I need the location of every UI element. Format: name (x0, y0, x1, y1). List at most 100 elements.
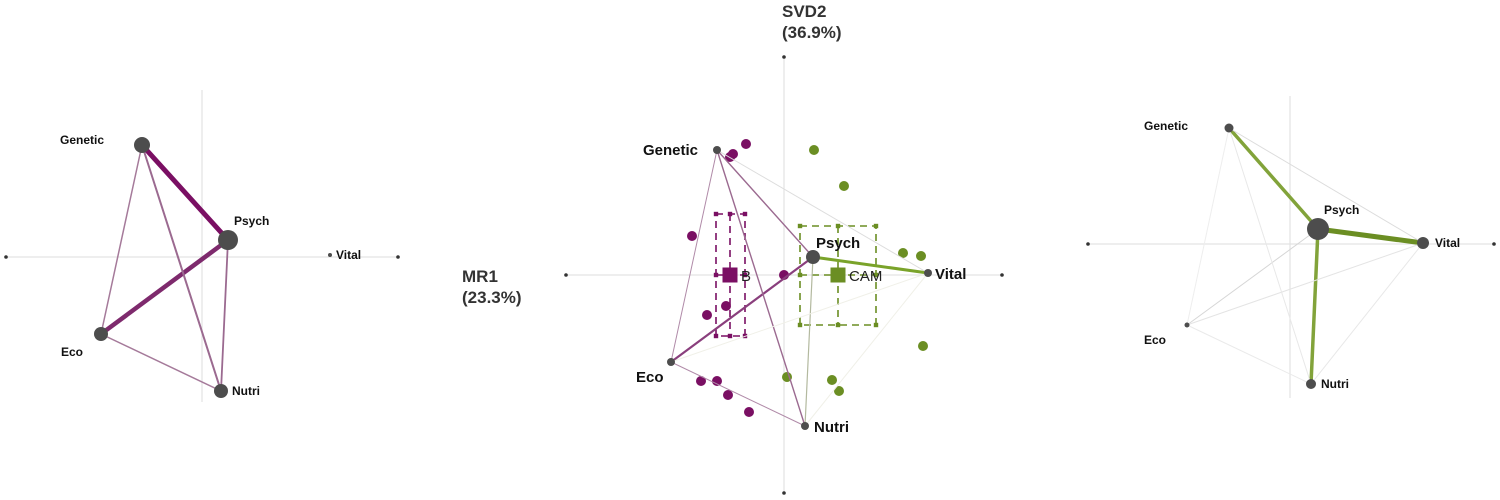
box-tick (797, 322, 803, 328)
edge-genetic-eco (1186, 127, 1230, 326)
node-label-nutri: Nutri (814, 419, 849, 436)
edge-eco-psych (1186, 228, 1319, 326)
edge-genetic-eco (670, 149, 718, 363)
node-vital[interactable] (1417, 237, 1429, 249)
x-axis-variance: (23.3%) (462, 288, 522, 307)
edge-psych-nutri (804, 256, 814, 427)
edge-psych-nutri (1309, 227, 1320, 386)
sample-point[interactable] (809, 145, 819, 155)
biplot-panel-center: B CAM Genetic Psych Vital Eco Nutri SVD2 (36.9… (462, 2, 1004, 495)
box-tick (797, 223, 803, 229)
sample-point[interactable] (687, 231, 697, 241)
sample-point[interactable] (839, 181, 849, 191)
node-label-eco: Eco (636, 369, 664, 386)
group-centroid[interactable] (722, 267, 738, 283)
box-tick (873, 322, 879, 328)
edge-eco-psych (669, 255, 815, 364)
node-psych[interactable] (218, 230, 238, 250)
edge-genetic-eco (100, 144, 143, 335)
sample-point[interactable] (741, 139, 751, 149)
node-label-vital: Vital (336, 248, 361, 262)
box-tick (713, 333, 719, 339)
sample-point[interactable] (696, 376, 706, 386)
edge-genetic-psych (716, 149, 814, 258)
edge-genetic-psych (139, 142, 231, 243)
box-tick (742, 211, 748, 217)
node-vital[interactable] (924, 269, 932, 277)
box-tick (742, 272, 748, 278)
axis-end-dot (4, 255, 8, 259)
node-vital[interactable] (328, 253, 332, 257)
node-eco[interactable] (667, 358, 675, 366)
node-psych[interactable] (1307, 218, 1329, 240)
group-label: CAM (849, 268, 882, 285)
node-label-eco: Eco (1144, 333, 1166, 347)
axis-end-dot (782, 55, 786, 59)
edge-eco-nutri (1186, 324, 1312, 385)
box-tick (873, 223, 879, 229)
sample-point[interactable] (721, 301, 731, 311)
group-centroid[interactable] (830, 267, 846, 283)
node-eco[interactable] (94, 327, 108, 341)
node-genetic[interactable] (713, 146, 721, 154)
sample-point[interactable] (898, 248, 908, 258)
edge-genetic-nutri (716, 149, 806, 427)
node-label-genetic: Genetic (643, 142, 698, 159)
node-label-psych: Psych (816, 235, 860, 252)
node-psych[interactable] (806, 250, 820, 264)
axis-end-dot (564, 273, 568, 277)
node-eco[interactable] (1184, 322, 1190, 328)
sample-point[interactable] (834, 386, 844, 396)
box-tick (713, 272, 719, 278)
node-label-nutri: Nutri (1321, 377, 1349, 391)
node-nutri[interactable] (801, 422, 809, 430)
node-nutri[interactable] (1306, 379, 1316, 389)
node-genetic[interactable] (134, 137, 150, 153)
y-axis-title: SVD2 (782, 2, 826, 21)
sample-point[interactable] (827, 375, 837, 385)
node-label-eco: Eco (61, 345, 83, 359)
y-axis-variance: (36.9%) (782, 23, 842, 42)
node-label-psych: Psych (234, 214, 269, 228)
edge-genetic-nutri (141, 144, 222, 392)
box-tick (835, 322, 841, 328)
edge-nutri-vital (804, 272, 929, 427)
box-tick (727, 211, 733, 217)
node-label-psych: Psych (1324, 203, 1359, 217)
edge-psych-vital (811, 255, 930, 275)
node-genetic[interactable] (1224, 123, 1234, 133)
edge-psych-nutri (220, 239, 229, 392)
sample-point[interactable] (723, 390, 733, 400)
axis-end-dot (1086, 242, 1090, 246)
edge-genetic-vital (1228, 127, 1424, 244)
box-tick (797, 272, 803, 278)
edge-genetic-vital (716, 149, 929, 274)
sample-point[interactable] (712, 376, 722, 386)
node-label-vital: Vital (935, 266, 966, 283)
sample-point[interactable] (702, 310, 712, 320)
node-nutri[interactable] (214, 384, 228, 398)
edge-eco-vital (1186, 242, 1424, 326)
edge-eco-psych (98, 237, 231, 337)
box-tick (835, 223, 841, 229)
axis-end-dot (782, 491, 786, 495)
group-label: B (741, 268, 751, 285)
box-tick (873, 272, 879, 278)
sample-point[interactable] (744, 407, 754, 417)
node-label-genetic: Genetic (1144, 119, 1188, 133)
axis-end-dot (1000, 273, 1004, 277)
edge-nutri-vital (1310, 242, 1424, 385)
sample-point[interactable] (916, 251, 926, 261)
edge-eco-nutri (670, 361, 806, 427)
sample-point[interactable] (728, 149, 738, 159)
edge-genetic-nutri (1228, 127, 1312, 385)
box-tick (727, 333, 733, 339)
node-label-genetic: Genetic (60, 133, 104, 147)
group-b: B (687, 139, 789, 417)
edge-eco-nutri (100, 333, 222, 392)
axis-end-dot (396, 255, 400, 259)
network-panel-left: Genetic Psych Vital Eco Nutri (4, 90, 400, 402)
group-cam: CAM (782, 145, 928, 396)
sample-point[interactable] (918, 341, 928, 351)
